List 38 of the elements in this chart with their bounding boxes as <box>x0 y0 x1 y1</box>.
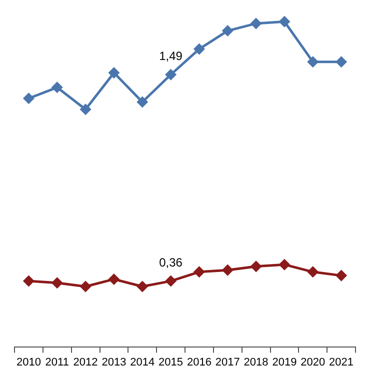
point <box>108 274 120 284</box>
x-tick-label: 2017 <box>215 356 240 368</box>
x-tick-label: 2020 <box>300 356 326 368</box>
x-tick-label: 2016 <box>186 356 212 368</box>
point <box>23 276 34 286</box>
x-tick-label: 2010 <box>16 356 41 368</box>
point <box>194 266 204 278</box>
point <box>194 44 204 54</box>
x-tick-label: 2018 <box>244 356 268 368</box>
point <box>166 69 176 80</box>
point <box>108 68 120 78</box>
point <box>336 270 347 281</box>
point <box>222 26 233 36</box>
x-tick-label: 2019 <box>272 356 297 368</box>
point <box>52 278 62 288</box>
point <box>80 104 91 115</box>
point <box>308 266 318 278</box>
x-tick-label: 2012 <box>73 356 98 368</box>
point <box>137 96 148 108</box>
point <box>166 276 176 286</box>
point <box>279 16 290 27</box>
data-label: 0,36 <box>159 255 183 270</box>
point <box>250 18 262 29</box>
point <box>279 259 290 270</box>
point <box>308 56 318 68</box>
point <box>52 82 62 93</box>
x-tick-label: 2014 <box>130 356 155 368</box>
point <box>80 281 91 292</box>
data-label: 1,49 <box>159 48 183 63</box>
point <box>23 93 34 104</box>
point <box>222 264 233 276</box>
point <box>137 281 148 292</box>
x-tick-label: 2015 <box>158 356 184 368</box>
x-tick-label: 2011 <box>45 356 69 368</box>
point <box>336 56 347 68</box>
x-tick-label: 2013 <box>102 356 126 368</box>
point <box>250 261 262 272</box>
x-tick-label: 2021 <box>329 356 354 368</box>
